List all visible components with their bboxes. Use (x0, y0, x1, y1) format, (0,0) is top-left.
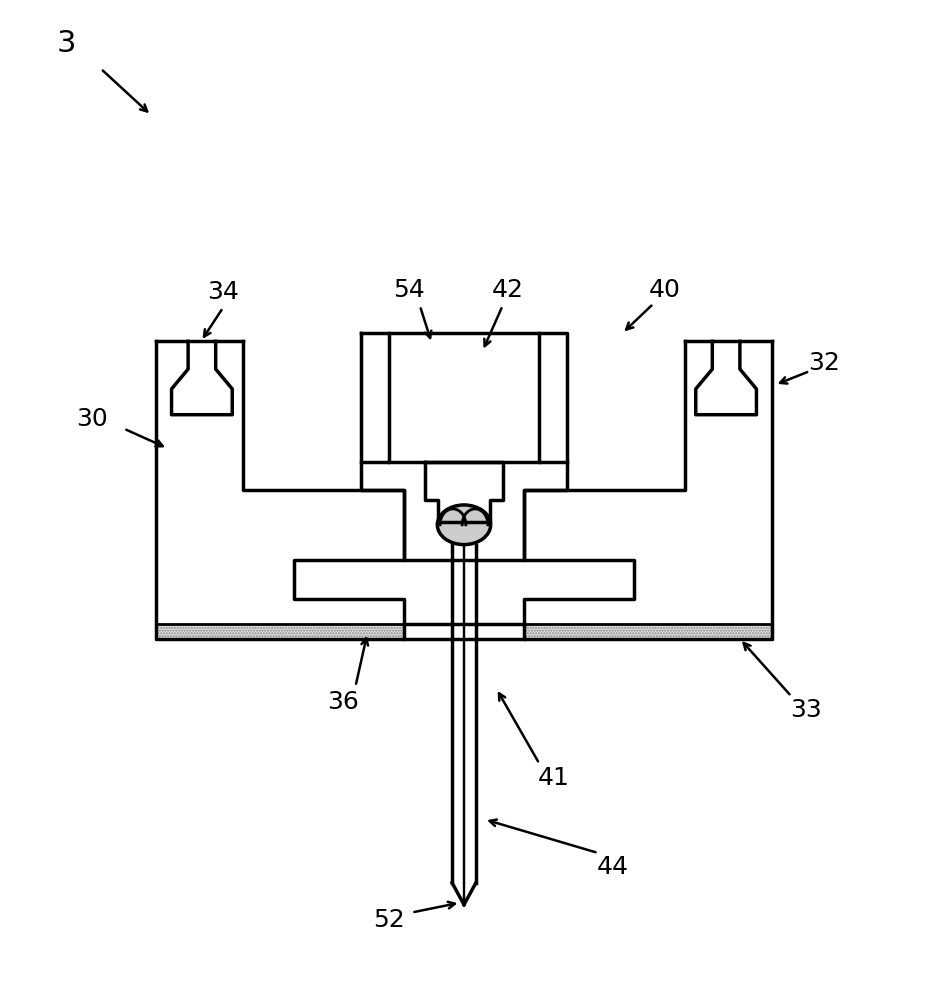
Text: 40: 40 (648, 278, 679, 302)
Text: 42: 42 (491, 278, 524, 302)
Text: 32: 32 (807, 351, 840, 375)
Text: 36: 36 (326, 690, 358, 714)
Text: 30: 30 (76, 407, 108, 431)
Text: 44: 44 (596, 855, 629, 879)
Text: 54: 54 (392, 278, 425, 302)
Bar (523, 624, 771, 639)
Text: 33: 33 (790, 698, 821, 722)
Ellipse shape (437, 505, 490, 545)
Text: 34: 34 (207, 280, 239, 304)
Text: 3: 3 (57, 29, 76, 58)
Text: 52: 52 (373, 908, 404, 932)
Text: 41: 41 (538, 766, 569, 790)
Bar (156, 624, 404, 639)
